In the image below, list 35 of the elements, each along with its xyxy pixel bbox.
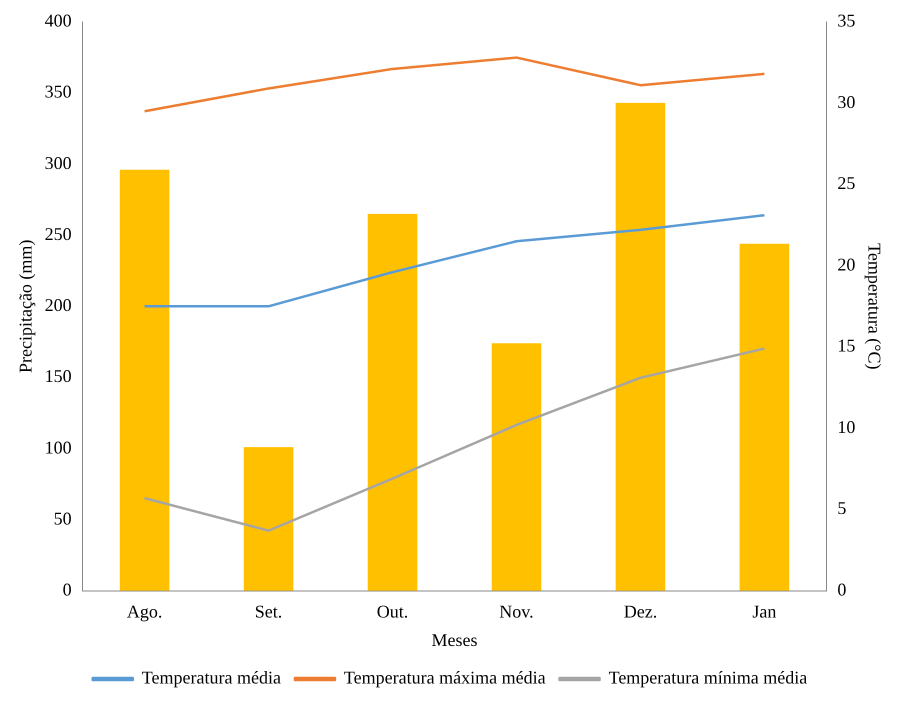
y-tick-label: 300 <box>44 152 72 173</box>
y2-tick-label: 5 <box>837 498 846 518</box>
y-axis-title: Precipitação (mm) <box>16 240 36 374</box>
y2-tick-label: 10 <box>837 416 856 437</box>
y2-tick-label: 30 <box>837 92 856 112</box>
legend-label: Temperatura mínima média <box>608 668 808 688</box>
y2-tick-label: 0 <box>837 580 846 600</box>
y2-tick-label: 25 <box>837 173 856 194</box>
x-tick-label: Dez. <box>624 601 658 622</box>
y-tick-label: 150 <box>44 366 72 386</box>
x-tick-label: Ago. <box>126 601 162 622</box>
y-tick-label: 400 <box>44 10 72 31</box>
x-axis-title: Meses <box>432 630 478 650</box>
bar <box>740 244 790 591</box>
y2-tick-label: 15 <box>837 336 856 356</box>
x-tick-label: Out. <box>376 601 408 622</box>
bar <box>244 447 294 591</box>
y2-axis-title: Temperatura (°C) <box>864 243 884 370</box>
y-tick-label: 200 <box>44 295 72 316</box>
y2-tick-label: 20 <box>837 254 856 274</box>
x-tick-label: Set. <box>254 601 282 622</box>
bar <box>120 170 170 591</box>
x-tick-label: Jan <box>752 601 776 622</box>
x-tick-label: Nov. <box>499 601 534 622</box>
y-tick-label: 350 <box>44 82 72 102</box>
bar <box>368 214 418 591</box>
legend-label: Temperatura máxima média <box>344 668 546 688</box>
y-tick-label: 100 <box>44 437 72 458</box>
bar <box>616 102 666 591</box>
y2-tick-label: 35 <box>837 10 856 31</box>
y-tick-label: 50 <box>54 508 72 528</box>
y-tick-label: 0 <box>62 580 72 600</box>
legend-label: Temperatura média <box>142 668 281 688</box>
y-tick-label: 250 <box>44 224 72 244</box>
bar <box>492 343 542 591</box>
